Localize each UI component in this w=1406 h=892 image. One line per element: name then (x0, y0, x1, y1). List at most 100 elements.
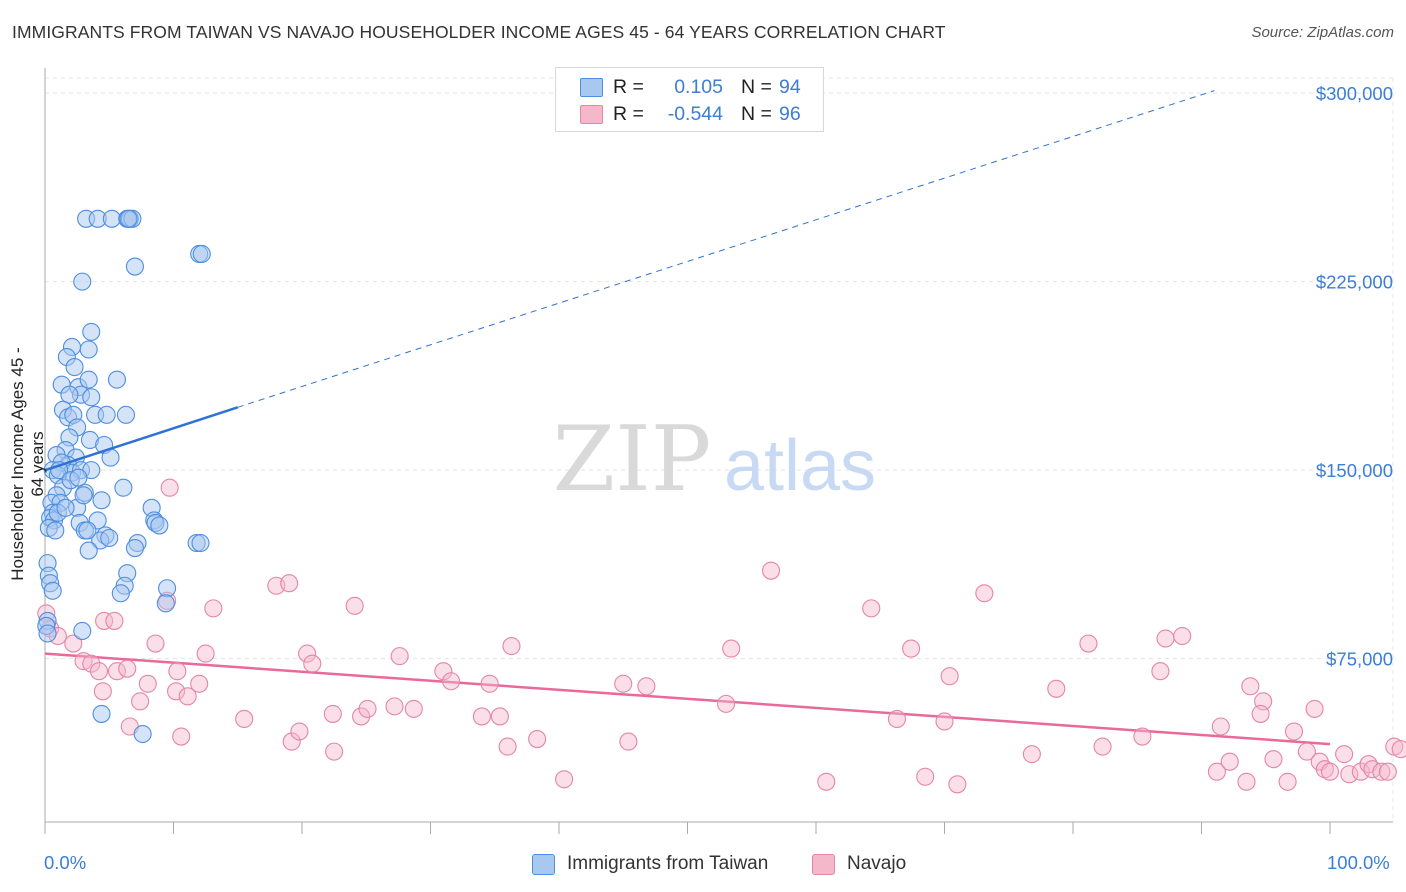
navajo-point (472, 707, 491, 726)
legend-label-taiwan: Immigrants from Taiwan (567, 853, 769, 874)
navajo-point (1372, 762, 1391, 781)
legend-label-navajo: Navajo (847, 853, 907, 874)
navajo-point (1320, 762, 1340, 781)
taiwan-point (56, 498, 75, 517)
taiwan-point (79, 340, 98, 359)
taiwan-point (133, 724, 152, 744)
navajo-point (555, 770, 574, 789)
taiwan-point (46, 521, 65, 540)
taiwan-point (150, 516, 169, 535)
navajo-point (480, 674, 499, 693)
y-tick-label: $150,000 (1316, 460, 1393, 481)
navajo-point (160, 478, 179, 497)
navajo-point (1211, 717, 1230, 736)
stats-row-navajo: R = -0.544 N = 96 (580, 101, 801, 127)
navajo-point (168, 662, 187, 681)
taiwan-point (111, 584, 130, 603)
navajo-point (490, 707, 509, 726)
navajo-point (817, 772, 836, 791)
navajo-point (404, 699, 423, 718)
navajo-point (1264, 750, 1283, 769)
navajo-point (1207, 762, 1226, 781)
y-tick-label: $300,000 (1316, 83, 1393, 104)
navajo-point (385, 697, 404, 716)
taiwan-swatch (580, 77, 603, 97)
navajo-point (89, 662, 109, 681)
navajo-point (1378, 762, 1397, 781)
taiwan-point (60, 385, 79, 404)
stats-box: R = 0.105 N = 94 R = -0.544 N = 96 (555, 67, 824, 132)
x-min-label: 0.0% (44, 852, 87, 873)
taiwan-legend-swatch (532, 853, 555, 875)
taiwan-point (78, 521, 97, 540)
taiwan-point (82, 322, 101, 341)
navajo-point (862, 599, 881, 618)
navajo-point (64, 634, 83, 653)
navajo-point (1278, 772, 1297, 791)
navajo-point (1315, 760, 1334, 779)
navajo-point (1151, 662, 1170, 681)
navajo-point (1284, 722, 1304, 741)
navajo-point (146, 634, 165, 653)
chart-title: IMMIGRANTS FROM TAIWAN VS NAVAJO HOUSEHO… (12, 22, 946, 42)
taiwan-point (79, 541, 98, 560)
navajo-point (390, 647, 409, 666)
taiwan-point (158, 579, 177, 598)
taiwan-point (97, 405, 116, 424)
navajo-point (95, 611, 114, 630)
navajo-point (325, 742, 344, 761)
n-value: 96 (779, 102, 801, 125)
taiwan-point (107, 370, 127, 389)
taiwan-point (192, 244, 211, 264)
axes (44, 68, 1393, 834)
taiwan-point (125, 257, 144, 276)
navajo-point (298, 644, 317, 663)
navajo-point (498, 737, 517, 756)
navajo-point (345, 596, 364, 615)
taiwan-point (116, 405, 136, 424)
navajo-point (352, 707, 371, 726)
navajo-points (37, 478, 1406, 794)
r-label: R = (613, 75, 644, 98)
navajo-point (442, 672, 461, 691)
navajo-point (358, 699, 377, 718)
navajo-point (118, 659, 137, 678)
n-value: 94 (779, 75, 801, 98)
legend-item-navajo[interactable]: Navajo (812, 851, 906, 877)
navajo-point (323, 704, 342, 723)
x-max-label: 100.0% (1327, 852, 1390, 873)
legend-item-taiwan[interactable]: Immigrants from Taiwan (532, 851, 768, 877)
navajo-point (131, 692, 150, 711)
navajo-point (280, 574, 299, 593)
navajo-point (716, 694, 736, 713)
navajo-point (1335, 745, 1354, 764)
y-tick-label: $225,000 (1316, 272, 1393, 293)
navajo-point (107, 662, 127, 681)
navajo-point (1133, 727, 1152, 746)
navajo-point (1079, 634, 1098, 653)
taiwan-point (43, 581, 62, 600)
navajo-point (1093, 737, 1112, 756)
taiwan-point (100, 528, 119, 548)
navajo-point (722, 639, 741, 658)
navajo-point (1173, 626, 1192, 646)
taiwan-point (82, 388, 101, 407)
taiwan-trend-extension (237, 90, 1215, 408)
navajo-point (1241, 677, 1260, 696)
y-axis-label: Householder Income Ages 45 - 64 years (8, 347, 47, 581)
source-label: Source: ZipAtlas.com (1251, 24, 1394, 41)
taiwan-point (102, 209, 121, 228)
navajo-point (948, 775, 967, 794)
navajo-point (82, 654, 101, 673)
navajo-point (619, 732, 638, 751)
taiwan-point (73, 621, 92, 641)
navajo-point (167, 682, 186, 701)
navajo-trend-line (44, 652, 1331, 746)
navajo-legend-swatch (812, 853, 835, 875)
navajo-point (1391, 740, 1406, 759)
navajo-point (1251, 704, 1270, 723)
navajo-point (887, 709, 907, 729)
taiwan-point (125, 538, 144, 558)
navajo-point (196, 644, 215, 663)
